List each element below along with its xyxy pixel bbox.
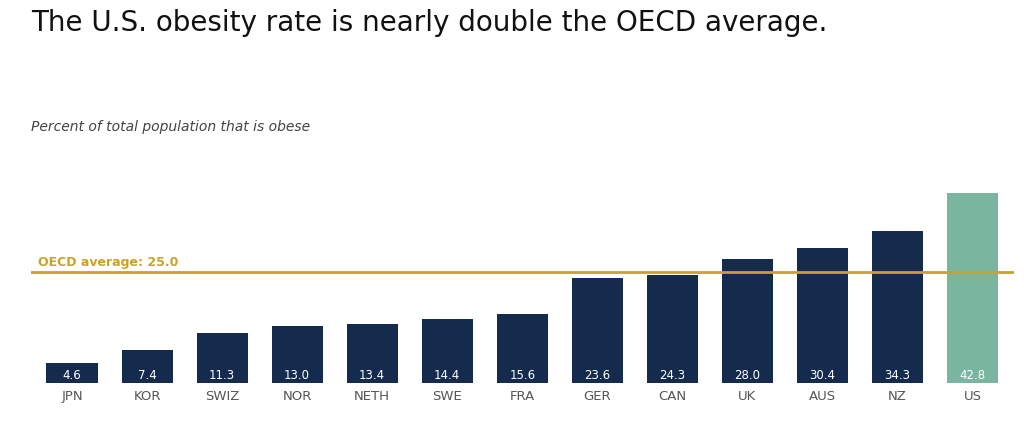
Text: 14.4: 14.4 — [434, 368, 461, 381]
Bar — [647, 276, 697, 383]
Bar — [497, 314, 548, 383]
Text: 23.6: 23.6 — [585, 368, 610, 381]
Bar — [347, 324, 397, 383]
Text: 13.4: 13.4 — [359, 368, 385, 381]
Bar — [122, 351, 173, 383]
Bar — [197, 333, 248, 383]
Bar — [947, 194, 998, 383]
Text: OECD average: 25.0: OECD average: 25.0 — [38, 255, 178, 268]
Bar — [271, 326, 323, 383]
Text: 28.0: 28.0 — [734, 368, 761, 381]
Bar — [871, 231, 923, 383]
Text: 7.4: 7.4 — [137, 368, 157, 381]
Text: 11.3: 11.3 — [209, 368, 236, 381]
Bar — [571, 279, 623, 383]
Bar — [46, 363, 97, 383]
Text: 13.0: 13.0 — [284, 368, 310, 381]
Bar — [797, 249, 848, 383]
Text: The U.S. obesity rate is nearly double the OECD average.: The U.S. obesity rate is nearly double t… — [31, 9, 827, 37]
Text: 34.3: 34.3 — [885, 368, 910, 381]
Text: 15.6: 15.6 — [509, 368, 536, 381]
Bar — [422, 320, 473, 383]
Text: 30.4: 30.4 — [809, 368, 836, 381]
Text: Percent of total population that is obese: Percent of total population that is obes… — [31, 119, 310, 133]
Text: 42.8: 42.8 — [959, 368, 985, 381]
Bar — [722, 259, 773, 383]
Text: 4.6: 4.6 — [62, 368, 81, 381]
Text: 24.3: 24.3 — [659, 368, 685, 381]
